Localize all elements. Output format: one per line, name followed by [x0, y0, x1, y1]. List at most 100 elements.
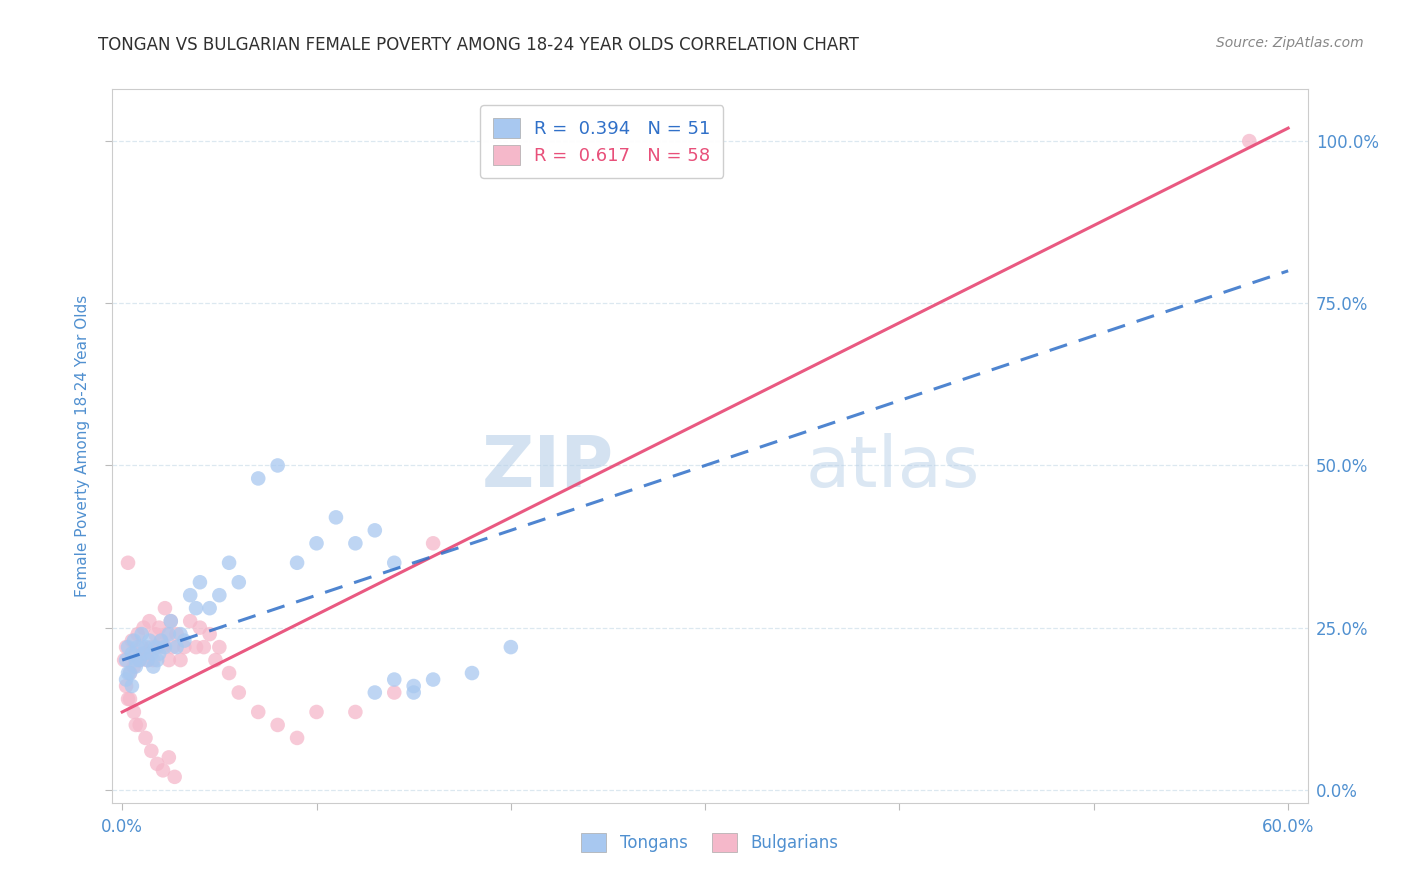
Point [142, 659, 165, 673]
Point [121, 647, 143, 661]
Point [134, 731, 156, 745]
Point [204, 653, 226, 667]
Point [179, 588, 201, 602]
Point [136, 653, 159, 667]
Point [266, 718, 288, 732]
Point [344, 536, 367, 550]
Point [344, 705, 367, 719]
Point [198, 601, 221, 615]
Point [153, 601, 176, 615]
Point [162, 640, 184, 654]
Point [117, 640, 139, 654]
Point [198, 627, 221, 641]
Point [152, 640, 174, 654]
Point [285, 556, 308, 570]
Point [148, 621, 170, 635]
Point [138, 614, 160, 628]
Point [422, 536, 444, 550]
Point [125, 659, 148, 673]
Point [134, 647, 156, 661]
Point [218, 666, 240, 681]
Point [166, 627, 188, 641]
Point [131, 627, 153, 641]
Point [153, 640, 176, 654]
Point [118, 666, 141, 681]
Point [157, 627, 180, 641]
Point [159, 614, 181, 628]
Point [156, 627, 179, 641]
Point [141, 744, 163, 758]
Text: atlas: atlas [806, 433, 980, 502]
Point [122, 705, 145, 719]
Point [117, 666, 139, 681]
Point [382, 673, 405, 687]
Point [127, 640, 149, 654]
Point [138, 633, 160, 648]
Point [1239, 134, 1261, 148]
Point [136, 653, 159, 667]
Point [122, 633, 145, 648]
Point [305, 536, 328, 550]
Point [247, 471, 270, 485]
Point [115, 640, 138, 654]
Point [169, 653, 191, 667]
Point [193, 640, 215, 654]
Point [132, 647, 155, 661]
Point [228, 575, 250, 590]
Point [184, 640, 207, 654]
Point [142, 653, 165, 667]
Point [146, 756, 169, 771]
Point [122, 659, 145, 673]
Point [305, 705, 328, 719]
Point [125, 653, 148, 667]
Point [125, 647, 148, 661]
Point [382, 556, 405, 570]
Point [228, 685, 250, 699]
Point [118, 666, 141, 681]
Point [266, 458, 288, 473]
Point [208, 588, 231, 602]
Point [364, 524, 387, 538]
Point [150, 633, 173, 648]
Point [499, 640, 522, 654]
Point [117, 556, 139, 570]
Point [169, 627, 191, 641]
Point [128, 653, 150, 667]
Point [179, 614, 201, 628]
Point [143, 627, 166, 641]
Legend: Tongans, Bulgarians: Tongans, Bulgarians [575, 827, 845, 859]
Point [148, 647, 170, 661]
Point [157, 653, 180, 667]
Point [188, 575, 211, 590]
Point [115, 653, 138, 667]
Point [173, 633, 195, 648]
Point [132, 621, 155, 635]
Point [163, 770, 186, 784]
Point [141, 647, 163, 661]
Point [115, 679, 138, 693]
Point [143, 640, 166, 654]
Point [121, 679, 143, 693]
Text: TONGAN VS BULGARIAN FEMALE POVERTY AMONG 18-24 YEAR OLDS CORRELATION CHART: TONGAN VS BULGARIAN FEMALE POVERTY AMONG… [98, 36, 859, 54]
Point [208, 640, 231, 654]
Point [121, 633, 143, 648]
Y-axis label: Female Poverty Among 18-24 Year Olds: Female Poverty Among 18-24 Year Olds [75, 295, 90, 597]
Point [382, 685, 405, 699]
Point [134, 640, 156, 654]
Point [157, 750, 180, 764]
Point [150, 633, 173, 648]
Point [125, 718, 148, 732]
Point [152, 764, 174, 778]
Point [127, 627, 149, 641]
Point [461, 666, 484, 681]
Point [247, 705, 270, 719]
Point [218, 556, 240, 570]
Point [184, 601, 207, 615]
Point [325, 510, 347, 524]
Point [115, 673, 138, 687]
Point [159, 614, 181, 628]
Point [422, 673, 444, 687]
Point [285, 731, 308, 745]
Point [146, 640, 169, 654]
Point [118, 692, 141, 706]
